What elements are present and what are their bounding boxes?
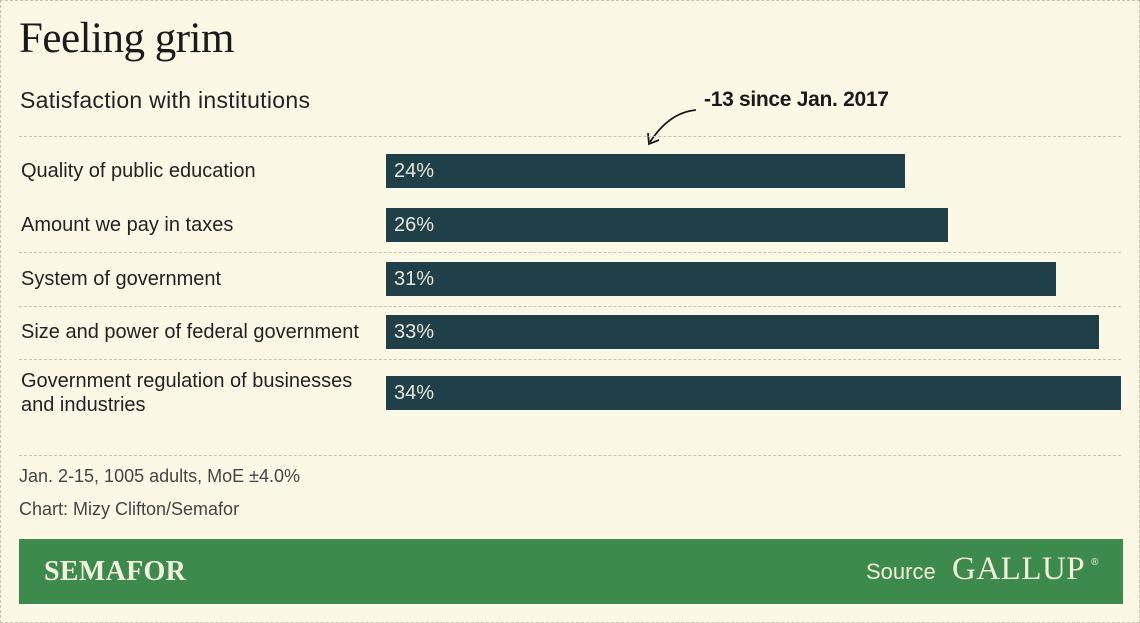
bar-value-label: 33% (394, 321, 435, 343)
category-label: Quality of public education (21, 160, 256, 182)
bar (386, 376, 1121, 410)
category-label: Amount we pay in taxes (21, 214, 234, 236)
row-divider (19, 306, 1121, 307)
gallup-logo: GALLUP (952, 551, 1086, 587)
category-label: Size and power of federal government (21, 321, 359, 343)
chart-subtitle: Satisfaction with institutions (20, 87, 311, 113)
bar-value-label: 26% (394, 214, 435, 236)
annotation-arrow-icon (647, 109, 697, 146)
bar-value-label: 31% (394, 268, 435, 290)
bar-value-label: 34% (394, 382, 435, 404)
divider-top (19, 136, 1121, 137)
source-label: Source (866, 559, 936, 584)
footer-bar: SEMAFOR Source GALLUP ® (19, 539, 1123, 604)
divider-bottom (19, 455, 1121, 456)
row-divider (19, 252, 1121, 253)
chart-title: Feeling grim (19, 15, 234, 62)
semafor-logo: SEMAFOR (44, 556, 187, 587)
bar (386, 154, 905, 188)
bar (386, 315, 1099, 349)
category-label: System of government (21, 268, 222, 290)
bar (386, 262, 1056, 296)
chart-credit: Chart: Mizy Clifton/Semafor (19, 499, 240, 519)
registered-mark: ® (1091, 557, 1099, 568)
row-divider (19, 359, 1121, 360)
sample-note: Jan. 2-15, 1005 adults, MoE ±4.0% (19, 466, 301, 486)
bar-value-label: 24% (394, 160, 435, 182)
bar (386, 208, 948, 242)
category-label: Government regulation of businesses and … (21, 370, 353, 416)
annotation-text: -13 since Jan. 2017 (704, 88, 889, 111)
